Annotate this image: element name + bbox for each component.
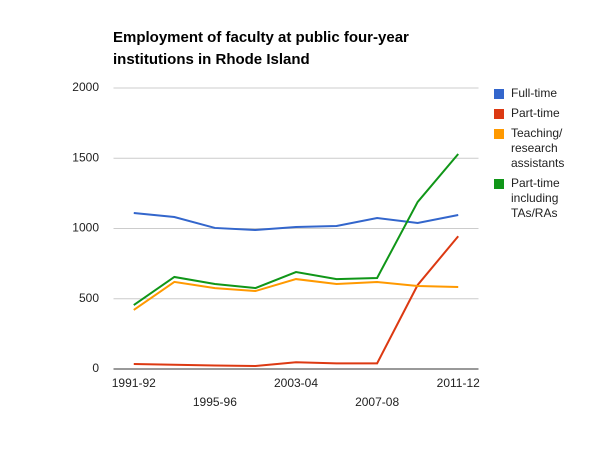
legend-label: Part-time including TAs/RAs bbox=[511, 176, 560, 220]
legend: Full-time Part-time Teaching/ research ass… bbox=[494, 86, 589, 226]
legend-item: Teaching/ research assistants bbox=[494, 126, 589, 171]
legend-label: Teaching/ research assistants bbox=[511, 126, 565, 170]
legend-swatch bbox=[494, 109, 504, 119]
y-tick-label: 1000 bbox=[72, 221, 99, 235]
x-tick-label: 2007-08 bbox=[355, 395, 399, 409]
x-tick-label: 2011-12 bbox=[437, 376, 480, 390]
y-tick-label: 500 bbox=[79, 291, 99, 305]
series-line bbox=[133, 153, 459, 306]
legend-label: Full-time bbox=[511, 86, 558, 100]
legend-item: Full-time bbox=[494, 86, 589, 101]
legend-item: Part-time including TAs/RAs bbox=[494, 176, 589, 221]
x-tick-label: 2003-04 bbox=[274, 376, 318, 390]
x-tick-label: 1991-92 bbox=[112, 376, 156, 390]
series-line bbox=[133, 278, 459, 311]
y-tick-label: 2000 bbox=[72, 80, 99, 94]
legend-item: Part-time bbox=[494, 106, 589, 121]
series-line bbox=[133, 235, 459, 368]
series-line bbox=[133, 212, 459, 232]
legend-swatch bbox=[494, 129, 504, 139]
chart-title: Employment of faculty at public four-yea… bbox=[113, 29, 409, 68]
y-tick-label: 0 bbox=[92, 361, 99, 375]
legend-label: Part-time bbox=[511, 106, 560, 120]
legend-swatch bbox=[494, 89, 504, 99]
x-tick-label: 1995-96 bbox=[193, 395, 237, 409]
y-tick-label: 1500 bbox=[72, 150, 99, 164]
legend-swatch bbox=[494, 179, 504, 189]
